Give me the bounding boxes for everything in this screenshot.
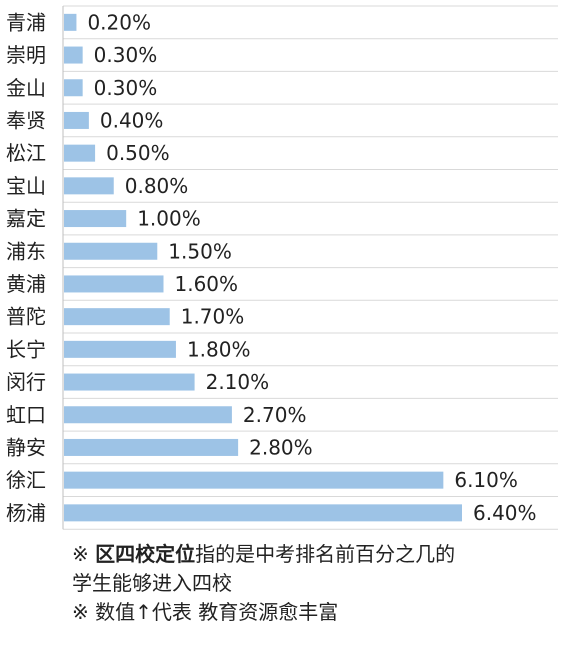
category-label: 静安 <box>6 435 46 459</box>
data-label: 6.40% <box>473 501 537 525</box>
bar <box>64 177 114 195</box>
data-label: 2.10% <box>206 370 270 394</box>
bar <box>64 275 164 293</box>
bar <box>64 471 444 489</box>
note-rest: 指的是中考排名前百分之几的 <box>195 542 456 566</box>
category-label: 松江 <box>6 141 46 165</box>
category-label: 黄浦 <box>6 272 46 296</box>
data-label: 2.80% <box>249 435 313 459</box>
category-label: 宝山 <box>6 174 46 198</box>
note-line-3: ※ 数值↑代表 教育资源愈丰富 <box>72 600 339 624</box>
data-label: 1.60% <box>175 272 239 296</box>
data-label: 1.00% <box>137 207 201 231</box>
category-label: 长宁 <box>6 337 46 361</box>
bar <box>64 79 83 97</box>
category-label: 徐汇 <box>6 468 46 492</box>
note-prefix: ※ <box>72 542 96 566</box>
data-label: 0.40% <box>100 108 164 132</box>
bar <box>64 46 83 64</box>
bar <box>64 210 127 228</box>
note-line-2: 学生能够进入四校 <box>72 571 232 595</box>
category-label: 浦东 <box>6 239 46 263</box>
data-label: 0.80% <box>125 174 189 198</box>
bar-chart: 青浦 0.20% 崇明 0.30% 金山 0.30% 奉贤 0.40% 松江 0.50% 宝山 0.8… <box>6 5 558 530</box>
note-line-1: ※ 区四校定位指的是中考排名前百分之几的 <box>72 540 562 569</box>
note-bold-term: 区四校定位 <box>95 542 196 566</box>
bar <box>64 504 462 522</box>
bar <box>64 308 170 326</box>
category-label: 青浦 <box>6 10 46 34</box>
data-label: 0.30% <box>94 76 158 100</box>
category-label: 普陀 <box>6 305 46 329</box>
category-label: 闵行 <box>6 370 46 394</box>
bar <box>64 242 158 260</box>
data-label: 1.70% <box>181 305 245 329</box>
category-label: 嘉定 <box>6 207 46 231</box>
category-label: 杨浦 <box>6 501 46 525</box>
data-label: 0.30% <box>94 43 158 67</box>
category-label: 奉贤 <box>6 108 46 132</box>
data-label: 6.10% <box>454 468 518 492</box>
bar <box>64 438 239 456</box>
data-label: 2.70% <box>243 403 307 427</box>
data-label: 0.50% <box>106 141 170 165</box>
category-label: 金山 <box>6 76 46 100</box>
chart-notes: ※ 区四校定位指的是中考排名前百分之几的 学生能够进入四校 ※ 数值↑代表 教育… <box>72 540 562 627</box>
bar <box>64 340 176 358</box>
bar <box>64 111 89 129</box>
bar <box>64 144 96 162</box>
category-label: 虹口 <box>6 403 46 427</box>
bar <box>64 373 195 391</box>
data-label: 1.80% <box>187 337 251 361</box>
data-label: 1.50% <box>168 239 232 263</box>
category-label: 崇明 <box>6 43 46 67</box>
bar <box>64 13 77 31</box>
data-label: 0.20% <box>87 10 151 34</box>
bar <box>64 406 232 424</box>
